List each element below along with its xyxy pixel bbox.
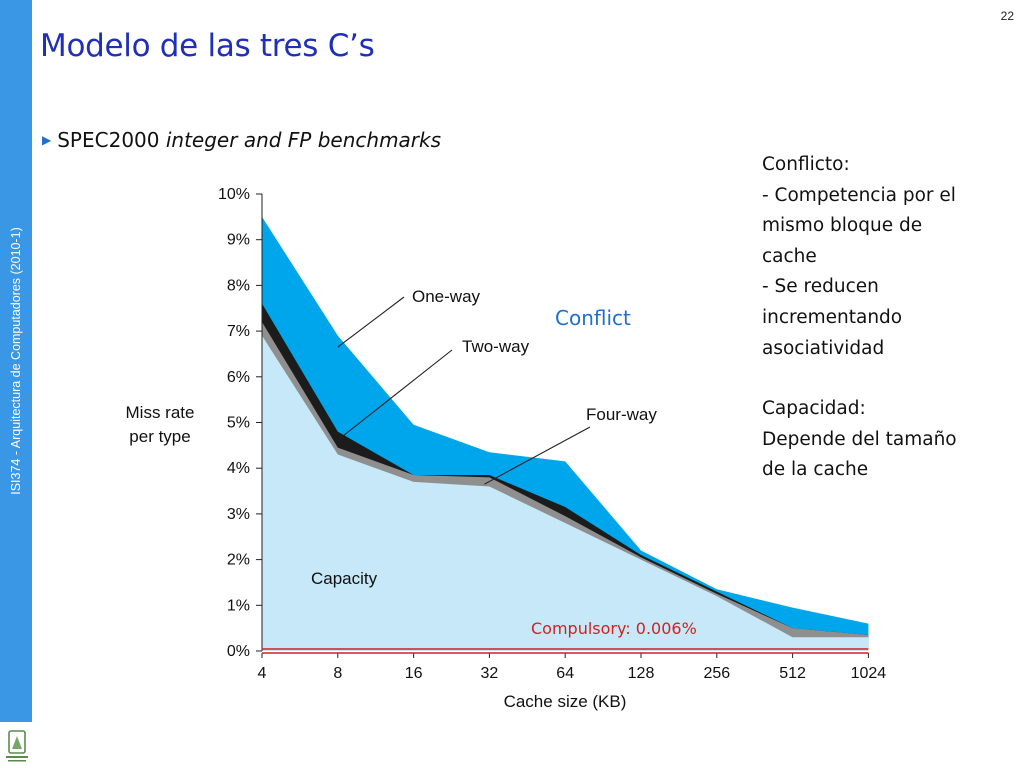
pointer-four-way bbox=[484, 426, 591, 485]
notes-line: - Competencia por el bbox=[762, 184, 956, 206]
label-four-way: Four-way bbox=[586, 405, 657, 424]
x-tick-label: 64 bbox=[556, 665, 574, 682]
x-axis-title: Cache size (KB) bbox=[504, 692, 627, 711]
y-axis-title: Miss rate per type bbox=[126, 403, 195, 446]
x-tick-label: 4 bbox=[258, 665, 267, 682]
x-tick-label: 128 bbox=[628, 665, 655, 682]
sidebar-band: ISI374 - Arquitectura de Computadores (2… bbox=[0, 0, 32, 722]
y-tick-label: 3% bbox=[227, 506, 250, 523]
notes-line: Capacidad: bbox=[762, 398, 866, 420]
area-capacity bbox=[262, 335, 869, 651]
notes-panel: Conflicto: - Competencia por el mismo bloq… bbox=[762, 150, 1012, 486]
y-tick-label: 7% bbox=[227, 323, 250, 340]
university-logo bbox=[6, 730, 28, 762]
notes-line: mismo bloque de bbox=[762, 215, 923, 237]
notes-line: incrementando bbox=[762, 306, 903, 328]
notes-line: de la cache bbox=[762, 459, 869, 481]
y-tick-label: 4% bbox=[227, 460, 250, 477]
y-tick-label: 5% bbox=[227, 415, 250, 432]
bullet-text-italic: integer and FP benchmarks bbox=[165, 128, 442, 152]
notes-line: Conflicto: bbox=[762, 154, 850, 175]
label-compulsory: Compulsory: 0.006% bbox=[531, 619, 697, 638]
x-tick-label: 256 bbox=[703, 665, 730, 682]
bullet-text: SPEC2000 bbox=[57, 128, 160, 152]
y-tick-label: 6% bbox=[227, 369, 250, 386]
x-tick-label: 32 bbox=[481, 665, 499, 682]
triangle-bullet-icon: ▶ bbox=[42, 133, 52, 147]
x-tick-label: 1024 bbox=[851, 665, 887, 682]
y-tick-label: 1% bbox=[227, 597, 250, 614]
x-tick-label: 512 bbox=[779, 665, 806, 682]
slide-number: 22 bbox=[1000, 9, 1014, 23]
slide-title: Modelo de las tres C’s bbox=[40, 28, 375, 64]
bullet-item: ▶ SPEC2000 integer and FP benchmarks bbox=[42, 128, 441, 152]
y-tick-label: 8% bbox=[227, 277, 250, 294]
notes-line: asociatividad bbox=[762, 337, 885, 359]
y-tick-label: 9% bbox=[227, 232, 250, 249]
pointer-two-way bbox=[339, 349, 453, 439]
notes-line: Depende del tamaño bbox=[762, 428, 957, 450]
x-tick-label: 16 bbox=[405, 665, 423, 682]
label-capacity: Capacity bbox=[311, 569, 378, 588]
y-tick-label: 0% bbox=[227, 643, 250, 660]
notes-line: - Se reducen bbox=[762, 276, 879, 298]
y-tick-label: 2% bbox=[227, 552, 250, 569]
notes-line: cache bbox=[762, 245, 817, 267]
pointer-one-way bbox=[337, 296, 405, 348]
x-tick-label: 8 bbox=[333, 665, 342, 682]
label-one-way: One-way bbox=[412, 287, 481, 306]
label-two-way: Two-way bbox=[462, 337, 530, 356]
label-conflict: Conflict bbox=[555, 306, 631, 330]
y-tick-label: 10% bbox=[218, 186, 250, 203]
